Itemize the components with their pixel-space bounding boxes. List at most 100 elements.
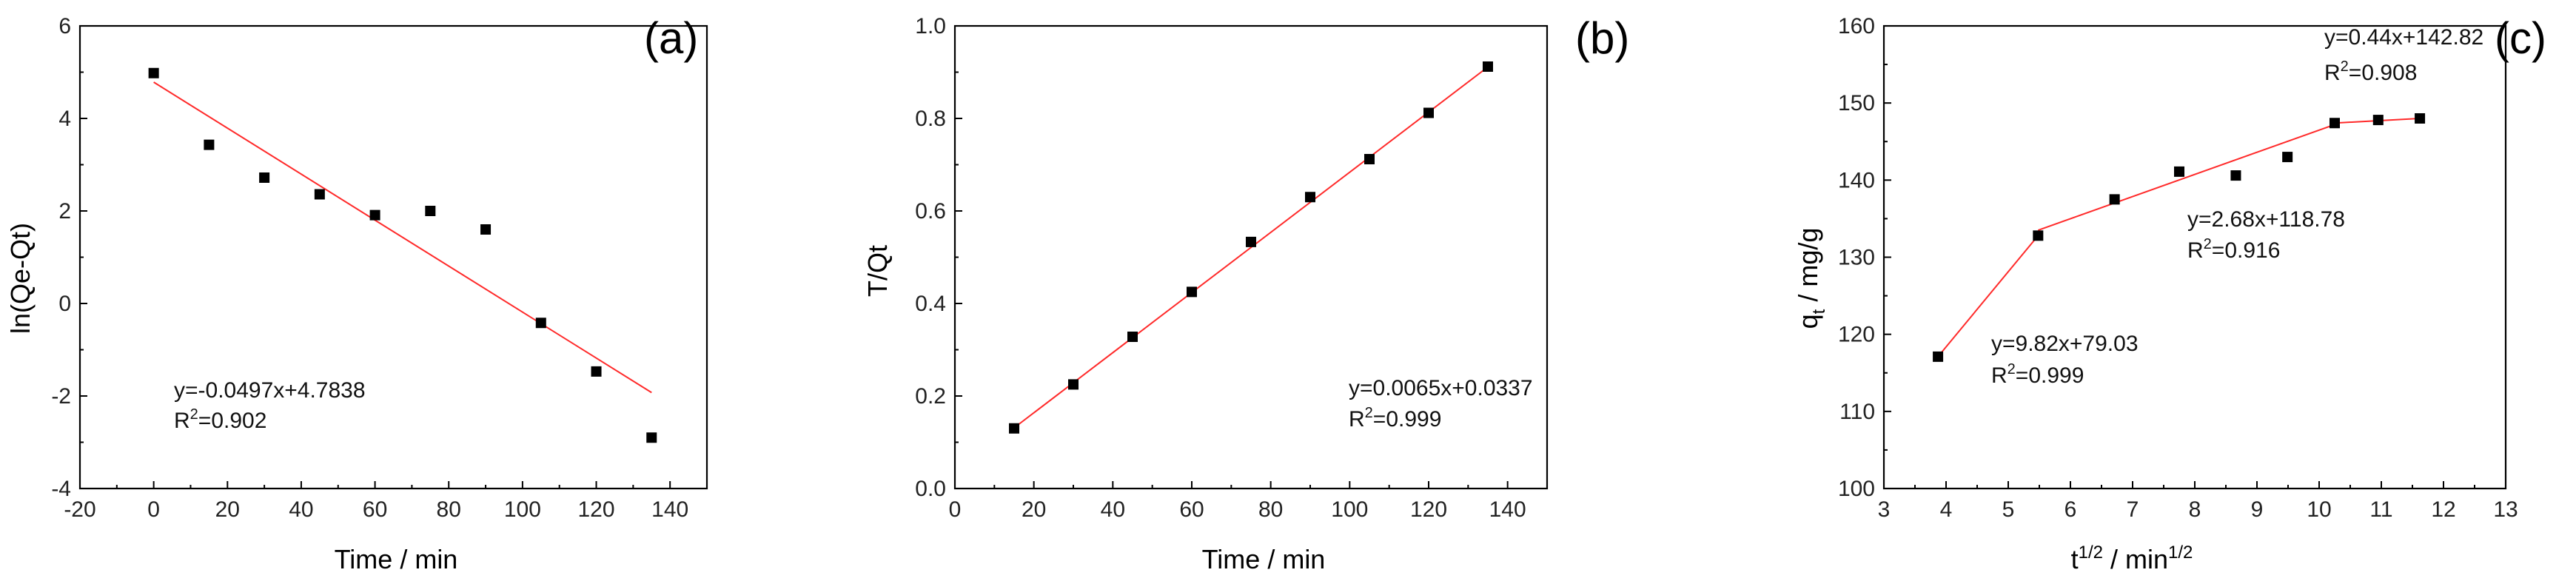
panel-b-data-point bbox=[1483, 61, 1493, 72]
panel-b-y-tick-label: 0.0 bbox=[915, 477, 946, 501]
panel-a-data-point bbox=[480, 224, 492, 235]
panel-b-x-tick-label: 140 bbox=[1489, 497, 1526, 522]
panel-a-x-tick-label: 60 bbox=[363, 497, 387, 522]
panel-c-y-tick-label: 100 bbox=[1838, 477, 1875, 501]
panel-b-x-tick-label: 40 bbox=[1101, 497, 1125, 522]
panel-a-y-tick-label: 2 bbox=[58, 199, 71, 224]
panel-a-y-tick-label: 6 bbox=[58, 14, 71, 38]
panel-c-x-tick-label: 13 bbox=[2493, 497, 2518, 522]
panel-c-r-squared-1: R2=0.999 bbox=[1991, 361, 2084, 388]
panel-c-data-point bbox=[2330, 118, 2340, 129]
panel-a-x-tick-label: 120 bbox=[577, 497, 614, 522]
panel-c-fit-equation-1: y=9.82x+79.03 bbox=[1991, 332, 2139, 356]
panel-b-x-tick-label: 100 bbox=[1331, 497, 1368, 522]
panel-a-data-point bbox=[369, 209, 380, 221]
panel-b-x-tick-label: 120 bbox=[1410, 497, 1447, 522]
panel-a-y-tick-label: 0 bbox=[58, 292, 71, 316]
panel-b-x-tick-label: 60 bbox=[1179, 497, 1204, 522]
panel-b-y-tick-label: 0.8 bbox=[915, 107, 946, 131]
panel-c-fit-line-2 bbox=[2037, 124, 2335, 231]
panel-a-data-point bbox=[591, 366, 602, 377]
panel-a-y-tick-label: 4 bbox=[58, 107, 71, 131]
panel-b-data-point bbox=[1423, 107, 1434, 118]
panel-a-data-point bbox=[535, 318, 546, 329]
panel-c-chart: (c) t1/2 / min1/2 qt / mg/g y=0.44x+142.… bbox=[1793, 13, 2546, 574]
panel-c-x-tick-label: 12 bbox=[2431, 497, 2455, 522]
panel-b-data-point bbox=[1009, 423, 1019, 434]
panel-c-data-point bbox=[2174, 166, 2184, 177]
panel-a-x-tick-label: -20 bbox=[64, 497, 95, 522]
panel-c-data-point bbox=[2230, 170, 2241, 181]
panel-c-fit-equation-2: y=2.68x+118.78 bbox=[2187, 207, 2345, 232]
panel-a-y-tick-label: -4 bbox=[51, 477, 71, 501]
panel-a-data-point bbox=[204, 139, 215, 150]
panel-b-y-tick-label: 0.4 bbox=[915, 292, 946, 316]
panel-a-chart: (a) Time / min ln(Qe-Qt) y=-0.0497x+4.78… bbox=[5, 13, 708, 574]
panel-c-x-tick-label: 10 bbox=[2307, 497, 2331, 522]
panel-c-x-axis-title: t1/2 / min1/2 bbox=[2071, 543, 2193, 574]
panel-a-x-tick-label: 40 bbox=[289, 497, 313, 522]
panel-a-fit-equation: y=-0.0497x+4.7838 bbox=[174, 378, 366, 403]
panel-b-y-tick-label: 0.2 bbox=[915, 384, 946, 409]
panel-c-y-tick-label: 120 bbox=[1838, 323, 1875, 347]
panel-a-data-point bbox=[425, 206, 436, 216]
panel-b-y-axis-title: T/Qt bbox=[862, 245, 893, 297]
panel-c-data-point bbox=[2282, 152, 2293, 163]
panel-b-data-point bbox=[1364, 154, 1375, 164]
panel-b-y-tick-label: 1.0 bbox=[915, 14, 946, 38]
panel-b-x-tick-label: 80 bbox=[1258, 497, 1283, 522]
panel-c-y-tick-label: 110 bbox=[1839, 400, 1875, 424]
panel-a-r-squared: R2=0.902 bbox=[174, 406, 266, 433]
panel-b-chart: (b) Time / min T/Qt y=0.0065x+0.0337 R2=… bbox=[862, 13, 1629, 574]
panel-b-data-point bbox=[1187, 286, 1197, 298]
panel-a-y-tick-label: -2 bbox=[51, 384, 71, 409]
panel-b-fit-line-1 bbox=[1013, 66, 1489, 429]
panel-b-label: (b) bbox=[1575, 13, 1629, 63]
panel-c-y-axis-title: qt / mg/g bbox=[1793, 228, 1829, 329]
panel-b-fit-equation: y=0.0065x+0.0337 bbox=[1349, 376, 1533, 400]
panel-a-x-tick-label: 0 bbox=[147, 497, 160, 522]
panel-b-data-point bbox=[1246, 236, 1256, 247]
panel-a-x-tick-label: 100 bbox=[504, 497, 541, 522]
panel-b-data-point bbox=[1127, 332, 1138, 342]
panel-c-data-point bbox=[2033, 230, 2044, 241]
panel-c-label: (c) bbox=[2495, 13, 2546, 63]
panel-c-fit-equation-3: y=0.44x+142.82 bbox=[2324, 25, 2483, 50]
panel-a-data-point bbox=[646, 432, 657, 443]
panel-c-x-tick-label: 6 bbox=[2065, 497, 2077, 522]
panel-c-x-tick-label: 9 bbox=[2251, 497, 2264, 522]
panel-c-x-tick-label: 7 bbox=[2127, 497, 2139, 522]
panel-b-data-point bbox=[1068, 379, 1079, 390]
panel-a-data-point bbox=[148, 67, 159, 78]
panel-c-x-tick-label: 11 bbox=[2369, 497, 2392, 522]
panel-c-y-tick-label: 140 bbox=[1838, 168, 1875, 192]
panel-c-y-tick-label: 160 bbox=[1838, 14, 1875, 38]
panel-c-data-point bbox=[2415, 113, 2426, 124]
panel-c-data-point bbox=[2372, 115, 2384, 126]
panel-c-y-tick-label: 130 bbox=[1838, 246, 1875, 270]
panel-c-x-tick-label: 5 bbox=[2002, 497, 2015, 522]
panel-c-data-point bbox=[1933, 351, 1944, 362]
panel-c-r-squared-3: R2=0.908 bbox=[2324, 58, 2417, 85]
panel-b-x-axis-title: Time / min bbox=[1202, 544, 1326, 574]
panel-b-y-tick-label: 0.6 bbox=[915, 199, 946, 224]
panel-a-data-point bbox=[259, 172, 270, 183]
panel-c-fit-line-1 bbox=[1937, 235, 2039, 358]
panel-a-y-axis-title: ln(Qe-Qt) bbox=[5, 223, 36, 334]
panel-c-x-tick-label: 8 bbox=[2189, 497, 2201, 522]
panel-c-r-squared-2: R2=0.916 bbox=[2187, 236, 2280, 263]
panel-a-fit-line-1 bbox=[153, 81, 652, 394]
panel-b-data-point bbox=[1305, 192, 1315, 203]
panel-c-y-tick-label: 150 bbox=[1838, 91, 1875, 115]
panel-a-x-tick-label: 20 bbox=[215, 497, 240, 522]
panel-c-x-tick-label: 3 bbox=[1878, 497, 1891, 522]
panel-a-label: (a) bbox=[644, 13, 698, 63]
panel-b-x-tick-label: 0 bbox=[949, 497, 962, 522]
panel-a-x-tick-label: 80 bbox=[437, 497, 461, 522]
panel-c-x-tick-label: 4 bbox=[1940, 497, 1953, 522]
panel-a-x-tick-label: 140 bbox=[651, 497, 688, 522]
panel-c-data-point bbox=[2109, 194, 2120, 205]
panel-b-x-tick-label: 20 bbox=[1022, 497, 1046, 522]
panel-a-x-axis-title: Time / min bbox=[335, 544, 458, 574]
